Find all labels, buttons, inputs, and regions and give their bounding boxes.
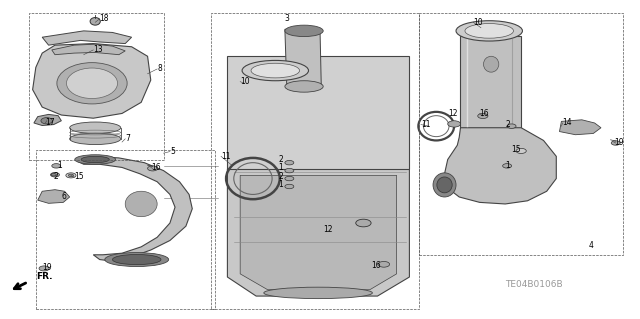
Ellipse shape [285, 168, 294, 173]
Text: 1: 1 [57, 161, 61, 170]
Text: 3: 3 [285, 14, 290, 23]
Ellipse shape [507, 124, 516, 128]
Ellipse shape [378, 262, 390, 267]
Bar [419, 13, 623, 255]
Text: 2: 2 [53, 173, 58, 182]
Text: TE04B0106B: TE04B0106B [505, 280, 563, 289]
Ellipse shape [448, 121, 461, 127]
Ellipse shape [51, 173, 60, 177]
Polygon shape [77, 156, 192, 261]
Ellipse shape [57, 63, 127, 104]
Ellipse shape [285, 160, 294, 165]
Ellipse shape [66, 173, 76, 178]
Text: 15: 15 [74, 173, 84, 182]
Text: 14: 14 [563, 118, 572, 128]
Text: 13: 13 [93, 45, 103, 55]
Text: 19: 19 [614, 137, 623, 146]
Text: 16: 16 [371, 261, 381, 271]
Ellipse shape [502, 164, 511, 168]
Polygon shape [33, 44, 151, 118]
Text: 18: 18 [100, 14, 109, 23]
Text: 19: 19 [42, 263, 52, 272]
Ellipse shape [251, 63, 300, 78]
Text: 6: 6 [61, 191, 66, 201]
Ellipse shape [39, 266, 49, 271]
Ellipse shape [285, 25, 323, 37]
Text: 1: 1 [278, 163, 284, 172]
Ellipse shape [81, 156, 109, 163]
Text: 12: 12 [448, 109, 457, 118]
Ellipse shape [113, 255, 161, 265]
Polygon shape [52, 44, 125, 55]
Text: 2: 2 [278, 155, 284, 164]
Text: 8: 8 [157, 64, 162, 73]
Ellipse shape [516, 148, 526, 153]
Ellipse shape [285, 184, 294, 189]
Text: 1: 1 [505, 161, 510, 170]
Text: 5: 5 [170, 147, 175, 156]
Ellipse shape [437, 177, 452, 193]
Bar [36, 150, 214, 309]
Ellipse shape [51, 174, 56, 176]
Text: 2: 2 [278, 173, 284, 182]
Ellipse shape [90, 18, 100, 25]
Polygon shape [38, 190, 70, 203]
Ellipse shape [70, 122, 121, 133]
Polygon shape [445, 128, 556, 204]
Ellipse shape [52, 164, 61, 168]
Ellipse shape [75, 155, 116, 164]
Ellipse shape [70, 133, 121, 145]
Ellipse shape [148, 166, 158, 171]
Ellipse shape [285, 81, 323, 92]
Text: 16: 16 [151, 163, 161, 172]
Text: 2: 2 [505, 120, 510, 129]
Text: 7: 7 [125, 134, 130, 143]
Text: 17: 17 [45, 118, 55, 128]
Polygon shape [227, 56, 410, 169]
Text: FR.: FR. [36, 272, 53, 281]
Bar [29, 13, 164, 160]
Text: 12: 12 [323, 225, 333, 234]
Polygon shape [559, 120, 601, 135]
Ellipse shape [456, 21, 522, 41]
Text: 10: 10 [473, 18, 483, 27]
Text: 4: 4 [588, 241, 593, 250]
Ellipse shape [483, 56, 499, 72]
Polygon shape [240, 175, 397, 290]
Ellipse shape [356, 219, 371, 227]
Ellipse shape [68, 174, 74, 177]
Ellipse shape [105, 253, 169, 267]
Text: 16: 16 [479, 109, 489, 118]
Polygon shape [42, 31, 132, 45]
Text: 1: 1 [278, 181, 284, 189]
Ellipse shape [41, 118, 52, 124]
Text: 10: 10 [240, 77, 250, 86]
Ellipse shape [611, 141, 620, 145]
Ellipse shape [477, 114, 488, 119]
Polygon shape [285, 29, 321, 86]
Ellipse shape [433, 173, 456, 197]
Polygon shape [34, 115, 61, 125]
Text: 11: 11 [221, 152, 230, 161]
Ellipse shape [67, 68, 118, 99]
Ellipse shape [125, 191, 157, 217]
Ellipse shape [285, 176, 294, 181]
Ellipse shape [465, 24, 513, 38]
Polygon shape [461, 36, 521, 128]
Polygon shape [227, 169, 410, 296]
Ellipse shape [242, 60, 308, 81]
Bar [211, 13, 419, 309]
Text: 15: 15 [511, 145, 521, 154]
Text: 11: 11 [421, 120, 431, 129]
Ellipse shape [264, 287, 372, 299]
